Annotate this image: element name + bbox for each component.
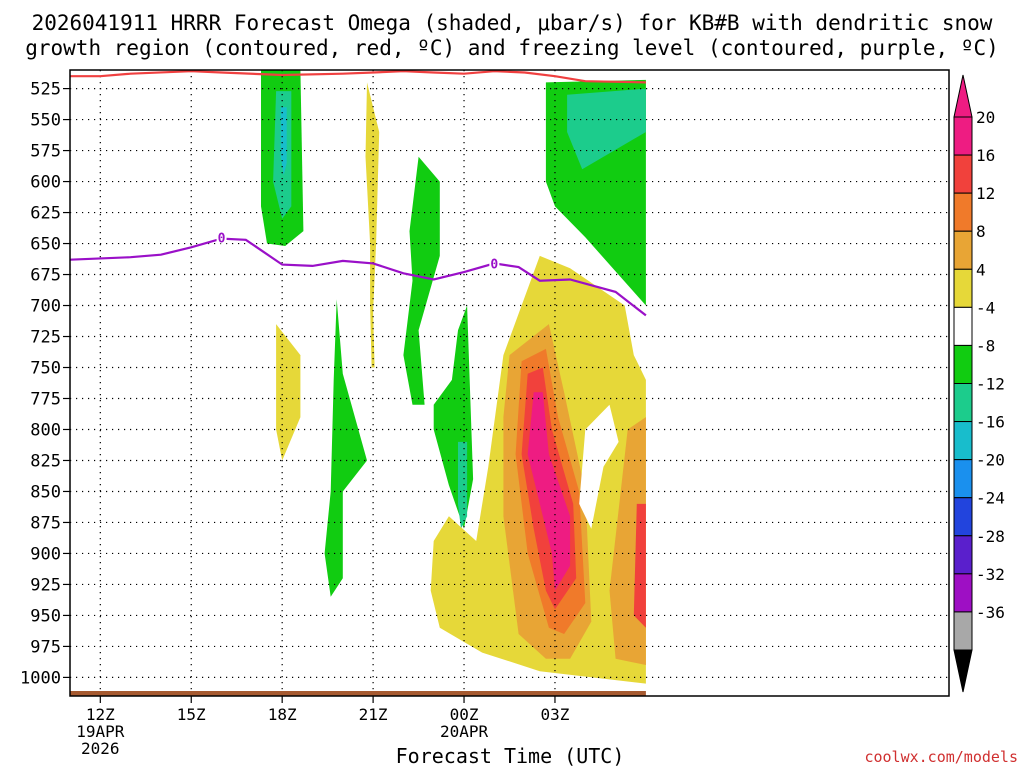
x-tick-label-03Z: 03Z [541, 705, 570, 724]
freezing-level-line [70, 237, 647, 317]
y-tick-label-725: 725 [30, 328, 61, 348]
y-tick-label-825: 825 [30, 451, 61, 471]
colorbar-swatch--20-to--16 [953, 459, 973, 499]
colorbar-swatch-20-to-24 [953, 116, 973, 156]
y-tick-label-900: 900 [30, 544, 61, 564]
colorbar-bottom-arrow [953, 649, 973, 693]
colorbar-tick--16: -16 [976, 413, 1005, 432]
colorbar-tick-8: 8 [976, 222, 986, 241]
x-tick-label-15Z: 15Z [177, 705, 206, 724]
colorbar-swatch--16-to--12 [953, 421, 973, 461]
freezing-level-label-0: 0 [218, 231, 226, 246]
x-tick-label-00Z: 00Z [450, 705, 479, 724]
x-axis-title: Forecast Time (UTC) [396, 744, 625, 768]
x-tick-date-00Z: 20APR [440, 722, 489, 741]
y-tick-label-525: 525 [30, 80, 61, 100]
x-tick-label-12Z: 12Z [86, 705, 115, 724]
y-tick-label-625: 625 [30, 204, 61, 224]
dgz-contour-line-0 [70, 70, 646, 84]
y-tick-label-775: 775 [30, 389, 61, 409]
colorbar-swatch--28-to--24 [953, 535, 973, 575]
colorbar-tick--20: -20 [976, 451, 1005, 470]
y-tick-label-1000: 1000 [20, 668, 61, 688]
x-tick-label-18Z: 18Z [268, 705, 297, 724]
colorbar-tick--8: -8 [976, 336, 995, 355]
y-tick-label-800: 800 [30, 420, 61, 440]
y-tick-label-675: 675 [30, 266, 61, 286]
colorbar-swatch--4-to-4 [953, 306, 973, 346]
freezing-label-bg-1 [489, 255, 500, 270]
colorbar-tick--12: -12 [976, 375, 1005, 394]
omega-region-magenta-core-02z [527, 392, 571, 591]
y-tick-label-875: 875 [30, 513, 61, 533]
colorbar: 20 16 12 8 4 -4 -8 -12 -16 -20 -24 -28 -32 -36 [953, 74, 1005, 693]
colorbar-tick--4: -4 [976, 298, 995, 317]
y-tick-label-575: 575 [30, 142, 61, 162]
colorbar-swatch--32-to--28 [953, 573, 973, 613]
omega-region-teal-core-03z [567, 88, 646, 170]
freezing-level-label-1: 0 [490, 257, 498, 272]
credit-text: coolwx.com/models [864, 748, 1018, 766]
terrain-fill [70, 691, 646, 696]
contour-layer: 00 [70, 70, 647, 317]
colorbar-tick--36: -36 [976, 603, 1005, 622]
y-tick-label-750: 750 [30, 359, 61, 379]
colorbar-swatch--36-to--32 [953, 611, 973, 651]
plot-frame [69, 69, 950, 697]
colorbar-tick--28: -28 [976, 527, 1005, 546]
y-tick-label-850: 850 [30, 482, 61, 502]
freezing-label-bg-0 [216, 229, 227, 244]
colorbar-tick--24: -24 [976, 489, 1005, 508]
omega-region-green-blob-2230z [403, 156, 440, 405]
y-tick-label-925: 925 [30, 575, 61, 595]
grid-layer [70, 70, 949, 696]
colorbar-swatch-12-to-16 [953, 192, 973, 232]
x-tick-date-12Z: 19APR [76, 722, 125, 741]
omega-shading-layer [261, 70, 646, 684]
colorbar-swatch-8-to-12 [953, 230, 973, 270]
omega-region-white-hole-03z [579, 404, 619, 529]
omega-region-red-right-edge [633, 503, 646, 628]
y-tick-label-700: 700 [30, 297, 61, 317]
y-tick-label-950: 950 [30, 606, 61, 626]
colorbar-swatch--8-to--4 [953, 344, 973, 384]
colorbar-tick-20: 20 [976, 108, 995, 127]
x-tick-year-12Z: 2026 [81, 739, 120, 758]
colorbar-swatch-4-to-8 [953, 268, 973, 308]
chart-title-line-1: 2026041911 HRRR Forecast Omega (shaded, … [32, 11, 993, 35]
colorbar-tick-4: 4 [976, 260, 986, 279]
omega-region-green-column-20z [324, 299, 367, 597]
omega-region-teal-core-00z [458, 441, 468, 529]
x-tick-label-21Z: 21Z [359, 705, 388, 724]
colorbar-swatch--24-to--20 [953, 497, 973, 537]
y-tick-label-975: 975 [30, 637, 61, 657]
colorbar-tick--32: -32 [976, 565, 1005, 584]
colorbar-swatch-16-to-20 [953, 154, 973, 194]
terrain-layer [70, 691, 646, 696]
y-tick-label-600: 600 [30, 173, 61, 193]
colorbar-top-arrow [953, 74, 973, 118]
y-tick-label-650: 650 [30, 235, 61, 255]
colorbar-tick-12: 12 [976, 184, 995, 203]
colorbar-swatch--12-to--8 [953, 383, 973, 423]
y-tick-label-550: 550 [30, 111, 61, 131]
omega-region-yellow-column-21z [365, 82, 380, 368]
colorbar-tick-16: 16 [976, 146, 995, 165]
y-axis: 525 550 575 600 625 650 675 700 725 750 775 800 825 8… [20, 80, 70, 688]
chart-title-line-2: growth region (contoured, red, ºC) and f… [25, 36, 999, 60]
